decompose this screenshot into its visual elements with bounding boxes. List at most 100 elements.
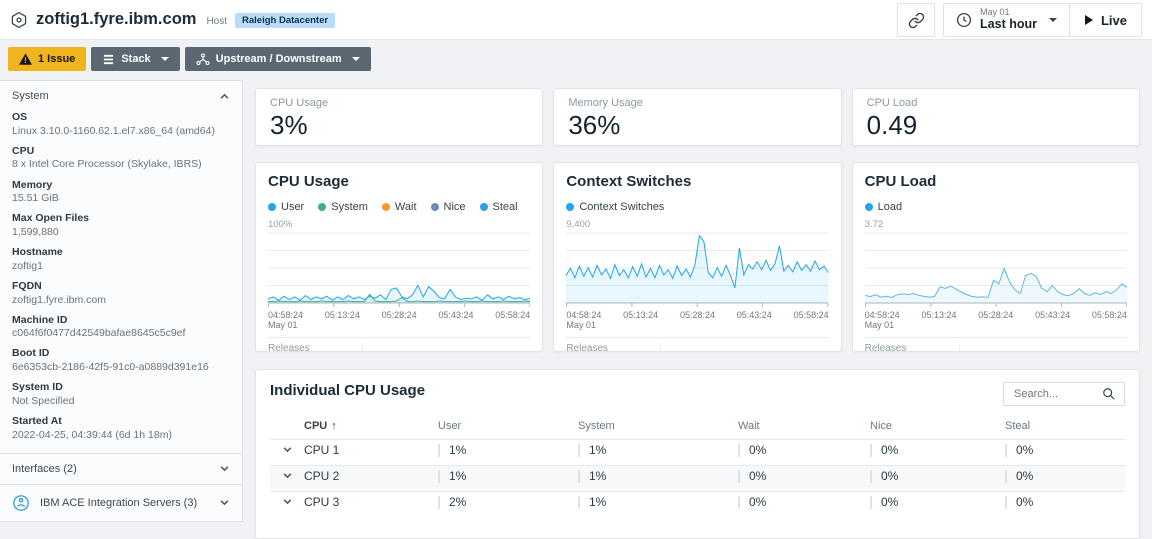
stat-value: 3% [270,110,308,140]
live-label: Live [1100,12,1127,28]
sidebar-field: System ID Not Specified [12,381,230,408]
network-icon [196,52,210,66]
sidebar-field: CPU 8 x Intel Core Processor (Skylake, IB… [12,145,230,172]
table-row[interactable]: CPU 2 1% 1% 0% 0% 0% [270,465,1125,491]
issues-label: 1 Issue [38,53,76,65]
issues-button[interactable]: 1 Issue [8,47,87,71]
sidebar-field-label: Boot ID [12,347,50,360]
charts-row: CPU Usage User System Wait Nice Steal 100% 0… [255,162,1140,352]
row-expand-button[interactable] [270,470,304,481]
sidebar-field: Max Open Files 1,599,880 [12,212,230,239]
chart-legend: Load [864,199,1127,215]
sidebar-field-label: Memory [12,178,53,191]
x-axis-tick-label: 05:43:24 [438,310,474,320]
x-axis-tick-label: 05:13:24 [623,310,659,320]
entity-type-label: Host [206,15,228,27]
legend-dot-icon [479,203,488,211]
releases-track: Releases [566,337,829,351]
legend-dot-icon [268,203,276,211]
time-range-picker[interactable]: May 01 Last hour [944,4,1069,36]
row-expand-button[interactable] [270,496,304,507]
releases-label: Releases [865,343,960,351]
table-row[interactable]: CPU 1 1% 1% 0% 0% 0% [270,439,1125,465]
sidebar-field-value: 8 x Intel Core Processor (Skylake, IBRS) [12,158,202,171]
time-range-date: May 01 [980,7,1010,18]
upstream-downstream-button[interactable]: Upstream / Downstream [184,47,371,71]
sidebar-entity-row[interactable]: IBM ACE Integration Servers (3) [0,483,242,521]
sidebar-field-value: 15.51 GiB [12,192,59,205]
column-header-system[interactable]: System [578,420,615,432]
stat-card-memory-usage: Memory Usage 36% [553,88,842,146]
x-axis-date-label: May 01 [566,320,596,330]
app-header: zoftig1.fyre.ibm.com Host Raleigh Datace… [0,0,1152,40]
x-axis-tick-label: 05:13:24 [324,310,360,320]
sidebar-field-value: Linux 3.10.0-1160.62.1.el7.x86_64 (amd64… [12,124,215,137]
chevron-down-icon [351,57,360,61]
legend-label: Steal [492,201,518,213]
legend-item[interactable]: Load [864,201,902,213]
x-axis-tick-label: 05:28:24 [978,310,1014,320]
chevron-down-icon [1048,18,1057,22]
sidebar-field: Machine ID c064f6f0477d42549bafae8645c5c9… [12,314,230,341]
sidebar-field-value: c064f6f0477d42549bafae8645c5c9ef [12,327,186,340]
stat-value: 0.49 [866,110,918,140]
row-expand-button[interactable] [270,444,304,455]
stat-label: Memory Usage [568,97,643,109]
legend-item[interactable]: User [268,201,304,213]
stats-row: CPU Usage 3% Memory Usage 36% CPU Load 0… [255,88,1140,146]
sidebar-field: Boot ID 6e6353cb-2186-42f5-91c0-a0889d391… [12,347,230,374]
sidebar-field-label: Started At [12,415,62,428]
legend-dot-icon [318,203,327,211]
legend-item[interactable]: Wait [381,201,417,213]
legend-item[interactable]: Steal [479,201,518,213]
chevron-down-icon [160,57,169,61]
sidebar-field-label: OS [12,111,28,123]
sidebar-section-collapsed[interactable]: Interfaces (2) [0,452,242,484]
chart-card-cpu-usage: CPU Usage User System Wait Nice Steal 100% 0… [255,162,544,352]
column-header-cpu[interactable]: CPU ↑ [304,420,337,432]
legend-item[interactable]: Nice [430,201,466,213]
user-value-cell: 1% [438,443,578,457]
sidebar-entity-row[interactable]: IBM MQ Queue Manager (1) [0,520,242,522]
sidebar-field-label: CPU [12,144,35,157]
releases-track: Releases [268,337,531,351]
sidebar-field: OS Linux 3.10.0-1160.62.1.el7.x86_64 (amd… [12,111,230,138]
x-axis-tick-label: 04:58:24 [268,310,304,320]
x-axis-date-label: May 01 [864,320,895,330]
search-input[interactable] [1012,387,1102,401]
toolbar: 1 Issue Stack Upstream / Downstream [8,47,371,71]
column-header-steal[interactable]: Steal [1005,420,1031,432]
share-link-button[interactable] [897,3,936,37]
table-search[interactable] [1003,382,1125,406]
column-header-wait[interactable]: Wait [738,420,760,432]
stat-value: 36% [568,110,621,140]
column-header-nice[interactable]: Nice [870,420,893,432]
x-axis-tick-label: 04:58:24 [864,310,900,320]
entity-label: IBM ACE Integration Servers (3) [40,496,198,509]
sidebar-section-system[interactable]: System [0,81,242,109]
sidebar-field: Memory 15.51 GiB [12,179,230,206]
nice-value-cell: 0% [870,495,1005,509]
y-axis-max-label: 9,400 [566,219,591,230]
sidebar-field-value: 6e6353cb-2186-42f5-91c0-a0889d391e16 [12,361,209,374]
x-axis-tick-label: 05:28:24 [679,310,715,320]
sidebar-field-value: zoftig1 [12,259,43,272]
live-button[interactable]: Live [1068,4,1141,36]
chart-card-context-switches: Context Switches Context Switches 9,400 … [553,162,842,352]
sidebar-field: Started At 2022-04-25, 04:39:44 (6d 1h 18… [12,415,230,442]
column-header-user[interactable]: User [438,420,462,432]
chart-plot [864,231,1127,309]
legend-label: Wait [394,201,417,213]
legend-item[interactable]: Context Switches [566,201,664,213]
chart-card-cpu-load: CPU Load Load 3.72 04:58:24 05:13:24 05:28… [851,162,1140,352]
time-control-group: May 01 Last hour Live [943,3,1142,37]
cpu-name-cell: CPU 2 [304,468,340,483]
legend-item[interactable]: System [318,201,368,213]
wait-value-cell: 0% [738,469,870,483]
sidebar-field-value: 1,599,880 [12,225,59,238]
x-axis-ticks: 04:58:24 05:13:24 05:28:24 05:43:24 05:58:24 [268,310,530,320]
stack-button[interactable]: Stack [91,47,180,71]
x-axis-tick-label: 04:58:24 [566,310,602,320]
table-row[interactable]: CPU 3 2% 1% 0% 0% 0% [270,491,1125,517]
legend-dot-icon [864,203,873,211]
